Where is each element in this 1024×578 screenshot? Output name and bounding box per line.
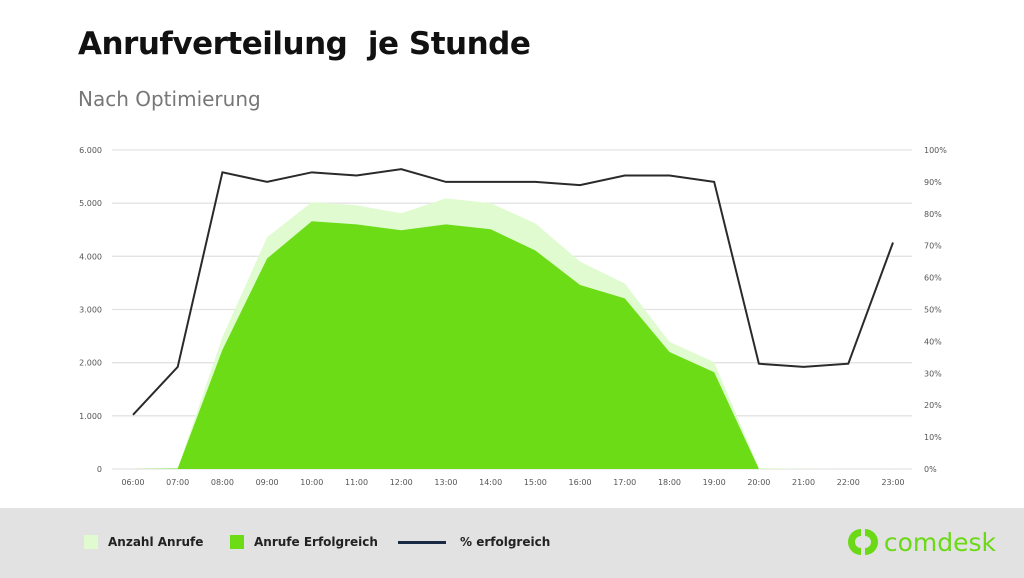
y-right-tick-label: 10% [924, 433, 942, 442]
chart-subtitle: Nach Optimierung [78, 87, 261, 111]
logo-text: comdesk [883, 527, 996, 557]
legend-item-anzahl: Anzahl Anrufe [84, 535, 203, 549]
area-series-1 [133, 221, 893, 469]
y-right-tick-label: 0% [924, 465, 937, 474]
x-tick-label: 22:00 [837, 478, 860, 487]
y-left-tick-label: 3.000 [79, 306, 102, 315]
x-tick-label: 09:00 [256, 478, 279, 487]
line-series-percent [132, 168, 894, 416]
y-right-tick-label: 60% [924, 274, 942, 283]
x-tick-label: 15:00 [524, 478, 547, 487]
x-tick-label: 11:00 [345, 478, 368, 487]
x-tick-label: 12:00 [390, 478, 413, 487]
chart-title: Anrufverteilung je Stunde [78, 26, 531, 62]
y-right-tick-label: 90% [924, 178, 942, 187]
footer-legend: Anzahl Anrufe Anrufe Erfolgreich % erfol… [0, 508, 1024, 578]
x-tick-label: 08:00 [211, 478, 234, 487]
legend-label: Anzahl Anrufe [108, 535, 204, 549]
legend-item-percent: % erfolgreich [398, 535, 550, 549]
y-right-tick-label: 20% [924, 401, 942, 410]
x-tick-label: 21:00 [792, 478, 815, 487]
y-right-tick-label: 40% [924, 337, 942, 346]
y-left-tick-label: 1.000 [79, 412, 102, 421]
y-left-tick-label: 6.000 [79, 146, 102, 155]
x-tick-label: 18:00 [658, 478, 681, 487]
x-tick-label: 10:00 [300, 478, 323, 487]
y-left-tick-label: 0 [97, 465, 102, 474]
legend-line-percent [398, 540, 446, 544]
legend-label: % erfolgreich [460, 535, 551, 549]
x-tick-label: 20:00 [747, 478, 770, 487]
comdesk-logo: comdesk [847, 526, 996, 558]
legend-item-erfolgreich: Anrufe Erfolgreich [230, 535, 378, 549]
x-tick-label: 13:00 [434, 478, 457, 487]
comdesk-logo-icon [847, 529, 878, 555]
x-tick-label: 14:00 [479, 478, 502, 487]
chart: 0 1.000 2.000 3.000 4.000 5.000 6.000 0% 10% 20% 3… [79, 146, 947, 487]
y-left-tick-label: 5.000 [79, 199, 102, 208]
y-right-tick-label: 100% [924, 146, 947, 155]
y-right-tick-label: 50% [924, 306, 942, 315]
x-tick-label: 06:00 [121, 478, 144, 487]
legend-swatch-anzahl [84, 535, 98, 549]
x-tick-label: 17:00 [613, 478, 636, 487]
legend-label: Anrufe Erfolgreich [254, 535, 378, 549]
x-tick-label: 07:00 [166, 478, 189, 487]
y-right-tick-label: 70% [924, 242, 942, 251]
x-tick-label: 23:00 [881, 478, 904, 487]
y-left-tick-label: 4.000 [79, 252, 102, 261]
legend-swatch-erfolgreich [230, 535, 244, 549]
y-right-tick-label: 30% [924, 369, 942, 378]
y-left-tick-label: 2.000 [79, 359, 102, 368]
x-tick-label: 16:00 [569, 478, 592, 487]
x-tick-label: 19:00 [703, 478, 726, 487]
y-right-tick-label: 80% [924, 210, 942, 219]
